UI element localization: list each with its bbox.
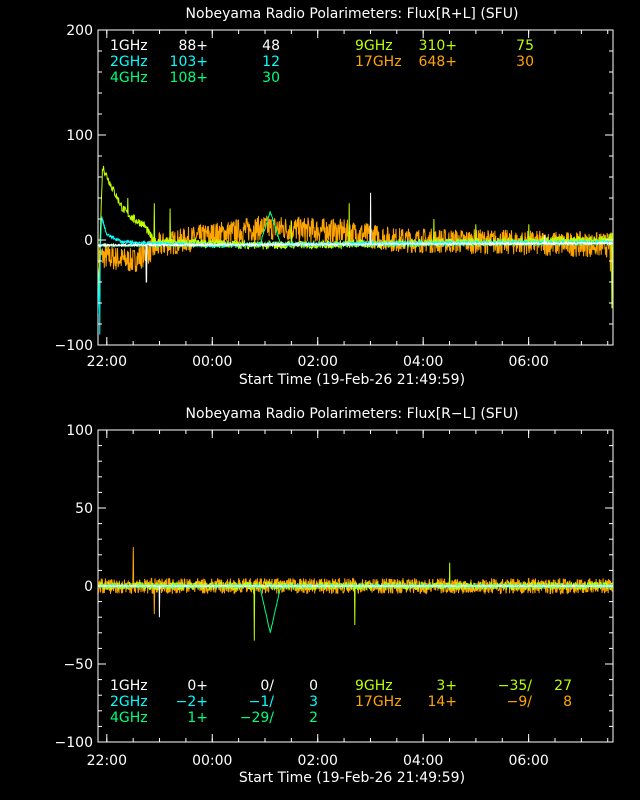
- legend-value-c: 3: [309, 694, 318, 710]
- legend-band: 9GHz: [355, 38, 393, 54]
- legend-value-b: 0/: [260, 678, 274, 694]
- legend-band: 4GHz: [110, 710, 148, 726]
- y-tick-label: 100: [66, 128, 93, 144]
- legend-value-a: 3+: [436, 678, 457, 694]
- legend-value-a: 310+: [419, 38, 457, 54]
- legend-value-a: 1+: [187, 710, 208, 726]
- legend-value-a: −2+: [176, 694, 208, 710]
- legend-value-c: 30: [516, 54, 534, 70]
- series-line-1ghz: [98, 584, 613, 618]
- y-tick-label: 200: [66, 23, 93, 39]
- legend-value-a: 0+: [187, 678, 208, 694]
- legend-band: 1GHz: [110, 38, 148, 54]
- legend-entry-1ghz: 1GHz 0+ 0/0: [110, 678, 318, 694]
- legend-entry-1ghz: 1GHz 88+ 48: [110, 38, 280, 54]
- legend-value-c: 27: [554, 678, 572, 694]
- legend-value-a: 103+: [170, 54, 208, 70]
- legend-value-c: 0: [309, 678, 318, 694]
- legend-band: 17GHz: [355, 694, 402, 710]
- legend-value-b: −9/: [507, 694, 533, 710]
- legend-entry-4ghz: 4GHz 1+ −29/2: [110, 710, 318, 726]
- legend-band: 2GHz: [110, 694, 148, 710]
- legend-band: 9GHz: [355, 678, 393, 694]
- plot-2: Nobeyama Radio Polarimeters: Flux[R−L] (…: [55, 406, 614, 786]
- legend-value-c: 48: [262, 38, 280, 54]
- x-tick-label: 06:00: [508, 753, 548, 769]
- legend-value-b: −1/: [249, 694, 275, 710]
- y-tick-label: −50: [63, 657, 93, 673]
- legend-value-c: 2: [309, 710, 318, 726]
- series-line-17ghz: [98, 546, 613, 615]
- legend-value-c: 12: [262, 54, 280, 70]
- legend-entry-9ghz: 9GHz 3+ −35/27: [355, 678, 572, 694]
- legend-value-b: −29/: [240, 710, 275, 726]
- legend-entry-2ghz: 2GHz −2+ −1/3: [110, 694, 318, 710]
- legend-entry-9ghz: 9GHz 310+ 75: [355, 38, 534, 54]
- x-tick-label: 00:00: [192, 753, 232, 769]
- legend-value-c: 8: [563, 694, 572, 710]
- plot-1: Nobeyama Radio Polarimeters: Flux[R+L] (…: [55, 6, 614, 388]
- y-tick-label: 100: [66, 423, 93, 439]
- x-tick-label: 00:00: [192, 354, 232, 370]
- legend-band: 2GHz: [110, 54, 148, 70]
- x-axis-label: Start Time (19-Feb-26 21:49:59): [239, 770, 465, 786]
- series-group: [98, 165, 613, 335]
- series-line-1ghz: [98, 192, 613, 283]
- legend-entry-17ghz: 17GHz 14+ −9/8: [355, 694, 572, 710]
- x-tick-label: 22:00: [87, 354, 127, 370]
- y-tick-label: −100: [55, 735, 93, 751]
- series-line-9ghz: [98, 562, 613, 641]
- legend-band: 1GHz: [110, 678, 148, 694]
- series-group: [98, 546, 613, 641]
- legend-value-b: −35/: [498, 678, 533, 694]
- legend-value-c: 30: [262, 70, 280, 86]
- y-tick-label: 0: [84, 579, 93, 595]
- y-tick-label: 0: [84, 233, 93, 249]
- legend-value-a: 108+: [170, 70, 208, 86]
- legend-entry-17ghz: 17GHz 648+ 30: [355, 54, 534, 70]
- x-tick-label: 06:00: [508, 354, 548, 370]
- legend-entry-2ghz: 2GHz 103+ 12: [110, 54, 280, 70]
- x-tick-label: 02:00: [298, 753, 338, 769]
- x-tick-label: 04:00: [403, 753, 443, 769]
- legend-band: 4GHz: [110, 70, 148, 86]
- legend-value-a: 648+: [419, 54, 457, 70]
- x-tick-label: 22:00: [87, 753, 127, 769]
- legend-band: 17GHz: [355, 54, 402, 70]
- legend-value-a: 88+: [178, 38, 208, 54]
- legend-entry-4ghz: 4GHz 108+ 30: [110, 70, 280, 86]
- chart-title: Nobeyama Radio Polarimeters: Flux[R+L] (…: [186, 6, 519, 22]
- x-axis-label: Start Time (19-Feb-26 21:49:59): [239, 372, 465, 388]
- y-tick-label: 50: [75, 501, 93, 517]
- plot-frame: [97, 29, 614, 346]
- legend-value-a: 14+: [427, 694, 457, 710]
- legend-value-c: 75: [516, 38, 534, 54]
- x-tick-label: 04:00: [403, 354, 443, 370]
- y-tick-label: −100: [55, 338, 93, 354]
- chart-title: Nobeyama Radio Polarimeters: Flux[R−L] (…: [186, 406, 519, 422]
- x-tick-label: 02:00: [298, 354, 338, 370]
